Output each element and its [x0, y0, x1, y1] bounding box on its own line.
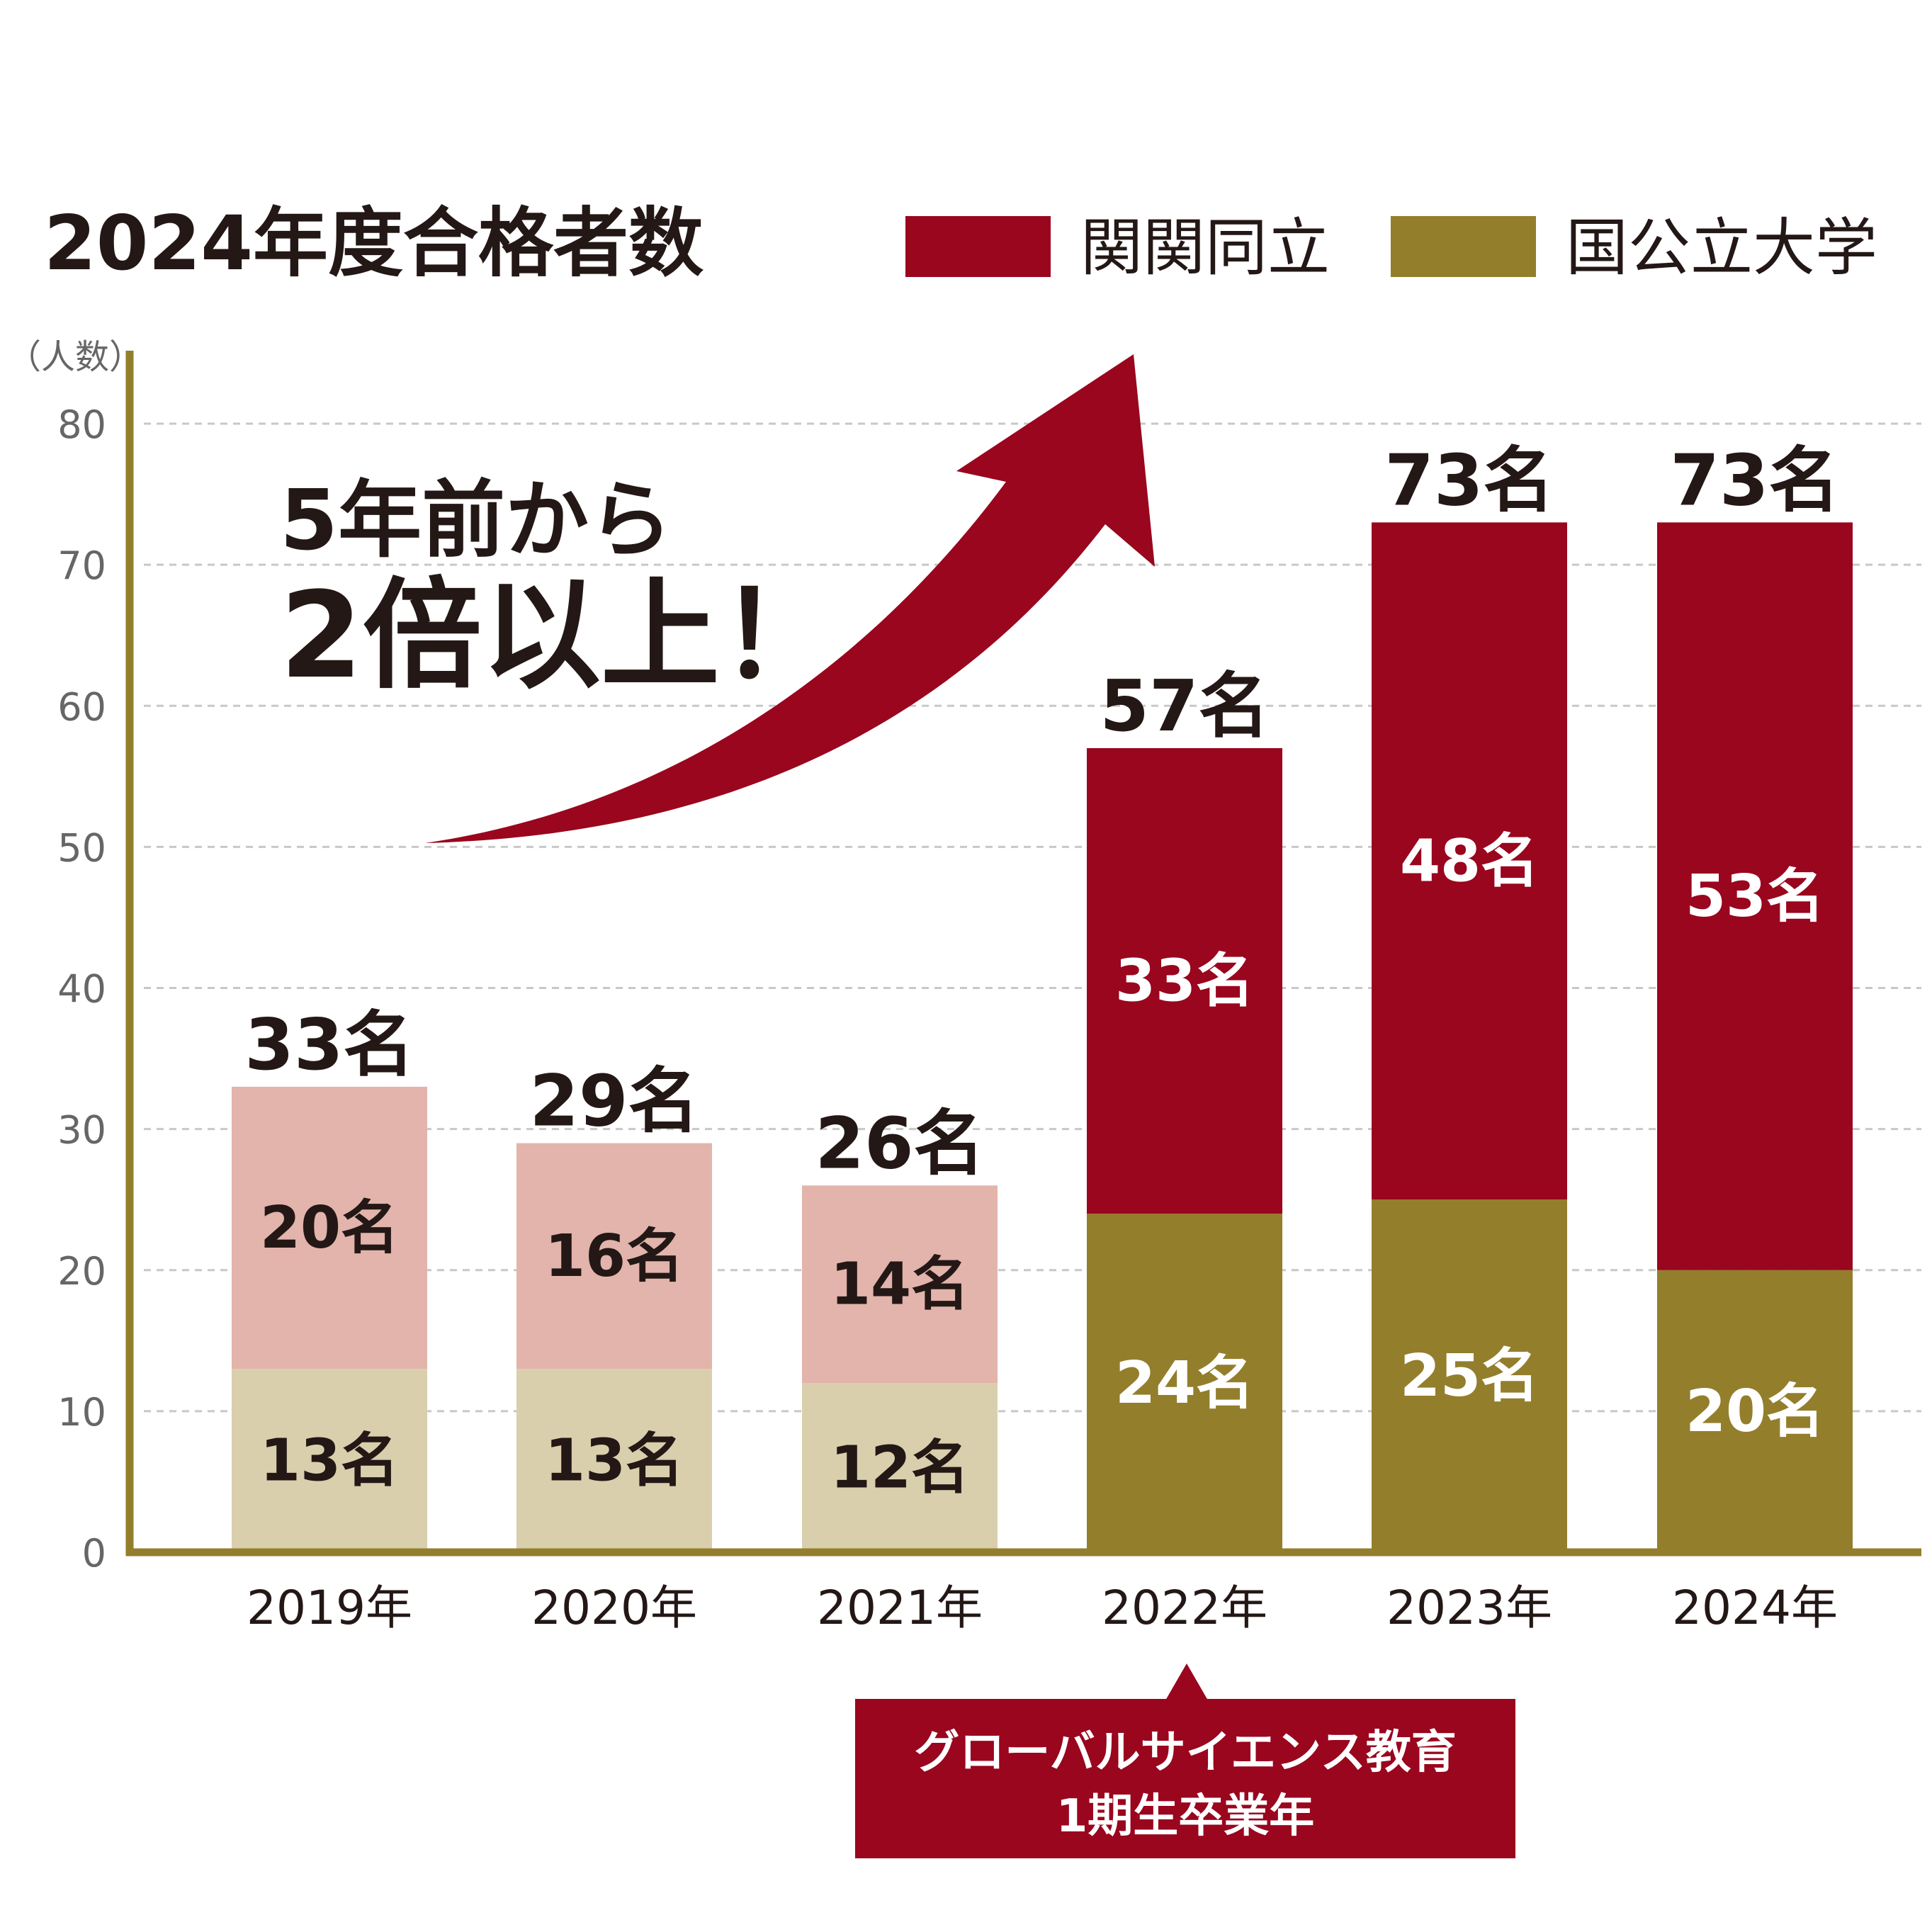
bar-segment-kankandouritsu: [232, 1086, 427, 1369]
callout-line2: 1期生卒業年: [1056, 1790, 1315, 1843]
x-tick-label: 2023年: [1386, 1581, 1552, 1635]
bar-segment-kankandouritsu: [1087, 747, 1282, 1214]
chart-title: 2024年度合格者数: [44, 200, 704, 287]
callout-pointer: [1165, 1663, 1208, 1700]
y-tick-label: 10: [57, 1390, 106, 1435]
y-tick-label: 0: [82, 1531, 106, 1576]
callout-box: [855, 1699, 1515, 1858]
headline-line2: 2倍以上！: [280, 566, 839, 705]
legend-label-kankandouritsu: 関関同立: [1080, 211, 1330, 284]
y-tick-label: 20: [57, 1249, 106, 1294]
x-tick-labels: 2019年 2020年 2021年 2022年 2023年 2024年: [247, 1581, 1838, 1635]
bar-segment-kokukoritsu: [516, 1369, 712, 1552]
segment-label-kokukoritsu: 25名: [1400, 1343, 1539, 1410]
legend-swatch-kokukoritsu: [1391, 216, 1536, 277]
x-tick-label: 2024年: [1672, 1581, 1838, 1635]
y-tick-label: 60: [57, 684, 106, 729]
segment-label-kokukoritsu: 13名: [545, 1428, 684, 1495]
bar-total-label: 73名: [1670, 439, 1839, 521]
bar-total-label: 57名: [1100, 665, 1269, 747]
bar-segment-kankandouritsu: [516, 1143, 712, 1369]
segment-label-kankandouritsu: 48名: [1400, 827, 1539, 895]
bar-segment-kankandouritsu: [802, 1185, 998, 1384]
legend-swatch-kankandouritsu: [905, 216, 1051, 277]
bar-segment-kokukoritsu: [802, 1383, 998, 1552]
bar-segment-kokukoritsu: [1087, 1214, 1282, 1552]
callout-line1: グローバルサイエンス教育: [914, 1727, 1456, 1779]
grid: [144, 422, 1921, 1413]
segment-label-kokukoritsu: 13名: [260, 1428, 399, 1495]
bar-total-label: 33名: [244, 1003, 414, 1086]
y-tick-label: 50: [57, 825, 106, 870]
legend: 関関同立 国公立大学: [905, 211, 1877, 284]
segment-label-kokukoritsu: 20名: [1685, 1378, 1824, 1445]
callout: グローバルサイエンス教育 1期生卒業年: [855, 1663, 1515, 1858]
legend-label-kokukoritsu: 国公立大学: [1566, 211, 1877, 284]
segment-label-kankandouritsu: 20名: [260, 1194, 399, 1262]
x-tick-label: 2021年: [817, 1581, 983, 1635]
bar-segment-kokukoritsu: [1657, 1270, 1853, 1552]
x-tick-label: 2020年: [531, 1581, 697, 1635]
y-tick-label: 30: [57, 1108, 106, 1153]
y-tick-label: 70: [57, 543, 106, 588]
y-tick-label: 80: [57, 402, 106, 447]
segment-label-kankandouritsu: 16名: [545, 1223, 684, 1290]
x-tick-label: 2022年: [1102, 1581, 1267, 1635]
bar-total-label: 26名: [815, 1102, 984, 1185]
bar-segment-kankandouritsu: [1372, 522, 1567, 1200]
y-axis-label: （人数）: [7, 337, 143, 377]
bar-segment-kokukoritsu: [232, 1369, 427, 1552]
bar-segment-kokukoritsu: [1372, 1199, 1567, 1552]
segment-label-kokukoritsu: 12名: [830, 1435, 969, 1502]
growth-arrow: [425, 354, 1155, 843]
bar-segment-kankandouritsu: [1657, 522, 1853, 1270]
bar-total-label: 29名: [529, 1060, 699, 1143]
bars: 13名 20名 33名 13名 16名 29名 12名 14名 26名 24名 33名 57名 25名 4…: [232, 439, 1853, 1552]
y-tick-label: 40: [57, 967, 106, 1012]
segment-label-kankandouritsu: 14名: [830, 1251, 969, 1318]
bar-total-label: 73名: [1384, 439, 1554, 521]
segment-label-kankandouritsu: 53名: [1685, 863, 1824, 930]
x-tick-label: 2019年: [247, 1581, 412, 1635]
segment-label-kokukoritsu: 24名: [1115, 1350, 1254, 1417]
headline-line1: 5年前から: [280, 471, 672, 569]
y-tick-labels: 0 10 20 30 40 50 60 70 80: [57, 402, 106, 1576]
segment-label-kankandouritsu: 33名: [1115, 948, 1254, 1015]
